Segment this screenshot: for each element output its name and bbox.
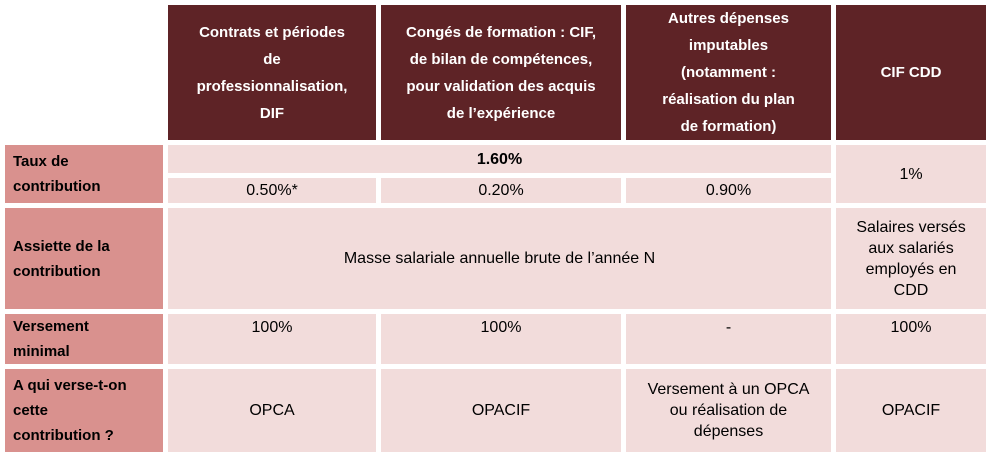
cell-taux-total: 1.60% [168,145,831,173]
cell-versement-autres: - [626,314,831,364]
corner-cell [5,5,163,140]
cell-versement-cif-cdd: 100% [836,314,986,364]
row-label-destinataire: A qui verse-t-on cette contribution ? [5,369,163,452]
cell-destinataire-conges: OPACIF [381,369,621,452]
header-row: Contrats et périodes de professionnalisa… [5,5,986,140]
cell-versement-contrats: 100% [168,314,376,364]
column-header-conges: Congés de formation : CIF, de bilan de c… [381,5,621,140]
cell-taux-autres: 0.90% [626,178,831,203]
row-taux-total: Taux de contribution 1.60% 1% [5,145,986,203]
row-label-assiette: Assiette de la contribution [5,208,163,309]
column-header-autres-depenses: Autres dépenses imputables (notamment : … [626,5,831,140]
cell-taux-contrats: 0.50%* [168,178,376,203]
row-taux-detail: 0.50%* 0.20% 0.90% [5,178,986,203]
row-label-versement-minimal: Versement minimal [5,314,163,364]
column-header-contrats: Contrats et périodes de professionnalisa… [168,5,376,140]
cell-taux-conges: 0.20% [381,178,621,203]
row-versement-minimal: Versement minimal 100% 100% - 100% [5,314,986,364]
cell-assiette-cif-cdd: Salaires versés aux salariés employés en… [836,208,986,309]
cell-destinataire-contrats: OPCA [168,369,376,452]
cell-versement-conges: 100% [381,314,621,364]
row-destinataire: A qui verse-t-on cette contribution ? OP… [5,369,986,452]
cell-destinataire-autres: Versement à un OPCA ou réalisation de dé… [626,369,831,452]
cell-taux-cif-cdd: 1% [836,145,986,203]
column-header-cif-cdd: CIF CDD [836,5,986,140]
cell-assiette-merged: Masse salariale annuelle brute de l’anné… [168,208,831,309]
row-label-taux-de-contribution: Taux de contribution [5,145,163,203]
row-assiette: Assiette de la contribution Masse salari… [5,208,986,309]
cell-destinataire-cif-cdd: OPACIF [836,369,986,452]
